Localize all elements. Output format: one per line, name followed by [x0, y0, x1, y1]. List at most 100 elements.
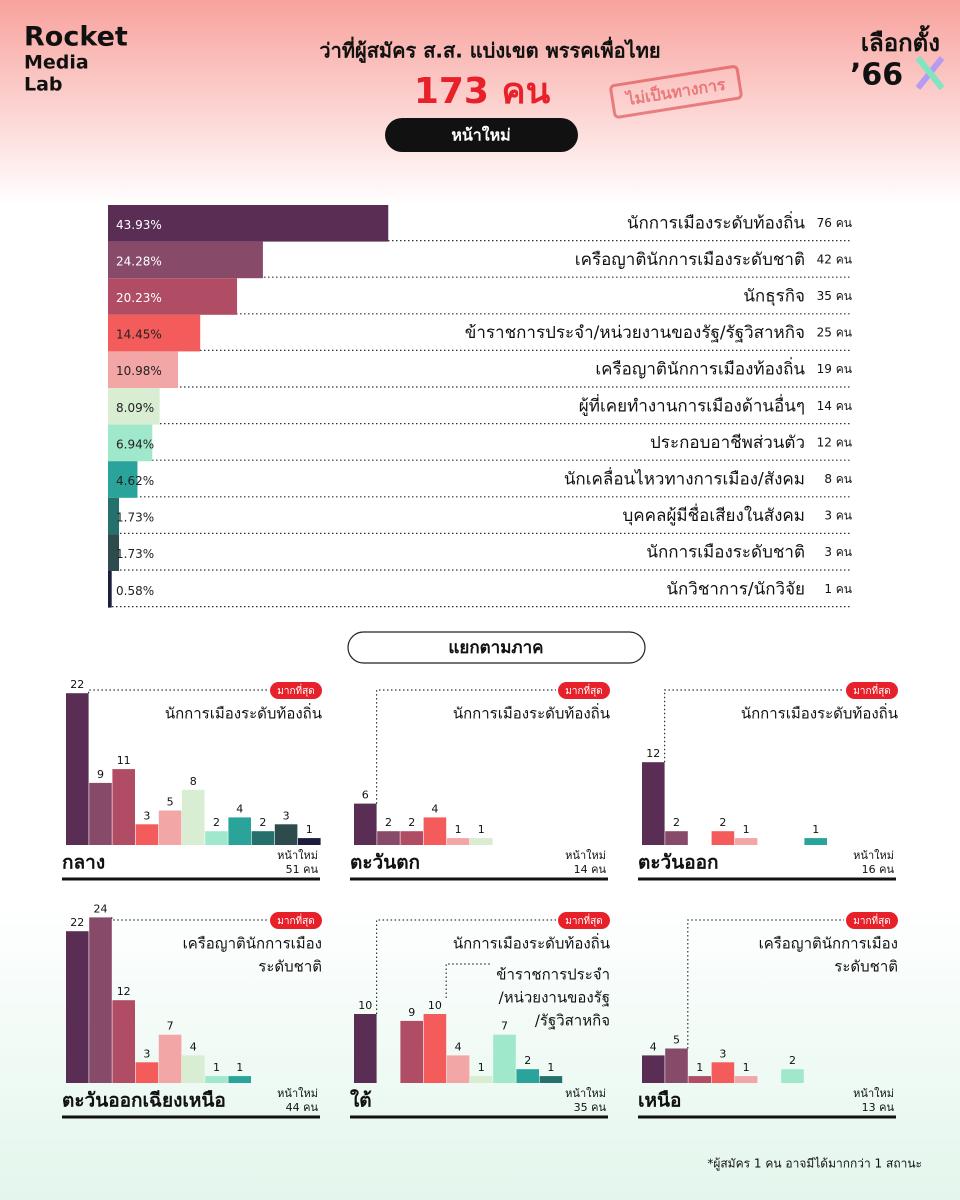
bar: [665, 831, 688, 845]
category-label: นักการเมืองระดับชาติ: [646, 543, 805, 563]
total-label: 35 คน: [574, 1101, 607, 1114]
badge: [846, 912, 898, 929]
bar-value: 1: [547, 1061, 554, 1074]
category-label: เครือญาตินักการเมืองระดับชาติ: [575, 250, 805, 270]
annotation: นักการเมืองระดับท้องถิ่น: [453, 933, 610, 953]
annotation: ระดับชาติ: [834, 958, 898, 976]
region-name: ตะวันออกเฉียงเหนือ: [62, 1090, 226, 1112]
count-label: 3 คน: [824, 545, 852, 559]
badge-text: มากที่สุด: [853, 913, 890, 927]
bar: [446, 1055, 470, 1083]
count-label: 35 คน: [817, 289, 852, 303]
logo-word: เลือกตั้ง: [861, 24, 940, 57]
category-label: นักการเมืองระดับท้องถิ่น: [627, 210, 806, 233]
leader-line: [445, 963, 493, 998]
count-label: 14 คน: [817, 399, 852, 413]
bar-value: 2: [719, 816, 726, 829]
region-name: กลาง: [62, 852, 105, 874]
bar-value: 3: [283, 809, 290, 822]
bar: [470, 838, 493, 845]
bar: [400, 831, 423, 845]
leader-line: [111, 917, 268, 921]
bar: [108, 278, 238, 315]
badge-text: มากที่สุด: [565, 683, 602, 697]
bar-value: 1: [455, 823, 462, 836]
bar: [539, 1076, 563, 1083]
bar: [377, 831, 400, 845]
bar-value: 1: [743, 823, 750, 836]
category-label: เครือญาตินักการเมืองท้องถิ่น: [595, 357, 805, 380]
bar-value: 12: [646, 747, 660, 760]
badge-text: มากที่สุด: [277, 683, 314, 697]
bar: [470, 1076, 493, 1083]
bar: [205, 1076, 228, 1083]
annotation: /รัฐวิสาหกิจ: [535, 1012, 610, 1030]
badge: [558, 682, 610, 699]
bar: [423, 817, 447, 845]
total-label: 44 คน: [286, 1101, 319, 1114]
count-label: 8 คน: [824, 472, 852, 486]
total-label: 13 คน: [862, 1101, 895, 1114]
bar: [108, 388, 160, 425]
new-label: หน้าใหม่: [853, 849, 894, 862]
bar: [493, 1034, 516, 1083]
bar-value: 1: [696, 1061, 703, 1074]
bar-value: 4: [190, 1040, 197, 1053]
annotation: เครือญาตินักการเมือง: [183, 935, 322, 953]
badge: [846, 682, 898, 699]
leader-line: [663, 689, 844, 763]
bar-value: 1: [478, 823, 485, 836]
bar-value: 11: [117, 754, 131, 767]
category-label: ข้าราชการประจำ/หน่วยงานของรัฐ/รัฐวิสาหกิ…: [465, 323, 805, 343]
bar: [642, 1055, 665, 1083]
annotation: นักการเมืองระดับท้องถิ่น: [453, 703, 610, 723]
bar: [182, 1055, 205, 1083]
bar-value: 1: [478, 1061, 485, 1074]
bar-value: 5: [673, 1034, 680, 1047]
value-label: 6.94%: [116, 437, 154, 451]
bar: [274, 824, 298, 845]
bar-value: 2: [673, 816, 680, 829]
bar: [642, 762, 665, 845]
bar: [89, 782, 112, 845]
value-label: 1.73%: [116, 511, 154, 525]
bar: [108, 497, 120, 535]
bar: [158, 810, 182, 845]
bar: [298, 838, 321, 845]
bar: [158, 1034, 182, 1083]
bar-value: 1: [236, 1061, 243, 1074]
value-label: 1.73%: [116, 547, 154, 561]
value-label: 8.09%: [116, 401, 154, 415]
badge-text: มากที่สุด: [277, 913, 314, 927]
badge: [558, 912, 610, 929]
annotation: เครือญาตินักการเมือง: [759, 935, 898, 953]
total-label: 51 คน: [286, 863, 319, 876]
value-label: 10.98%: [116, 364, 162, 378]
bar: [89, 917, 112, 1083]
bar-value: 22: [70, 678, 84, 691]
bar: [108, 205, 389, 242]
bar: [112, 769, 135, 845]
bar: [108, 534, 120, 571]
count-label: 12 คน: [817, 435, 852, 449]
bar: [711, 831, 735, 845]
logo-x: [915, 56, 945, 90]
category-label: นักธุรกิจ: [743, 287, 805, 307]
value-label: 0.58%: [116, 584, 154, 598]
title: ว่าที่ผู้สมัคร ส.ส. แบ่งเขต พรรคเพื่อไทย: [319, 36, 660, 65]
region-name: เหนือ: [638, 1090, 681, 1112]
badge-text: มากที่สุด: [853, 683, 890, 697]
stamp-border: [609, 65, 743, 119]
region-name: ตะวันออก: [638, 852, 719, 874]
badge-text: มากที่สุด: [565, 913, 602, 927]
badge: [270, 912, 322, 929]
bar-value: 3: [143, 809, 150, 822]
bar: [228, 1076, 251, 1083]
bar: [108, 424, 153, 462]
bar-value: 8: [190, 775, 197, 788]
new-label: หน้าใหม่: [853, 1087, 894, 1100]
bar: [108, 241, 263, 279]
leader-line: [87, 689, 268, 694]
bar: [734, 1076, 758, 1083]
value-label: 20.23%: [116, 291, 162, 305]
